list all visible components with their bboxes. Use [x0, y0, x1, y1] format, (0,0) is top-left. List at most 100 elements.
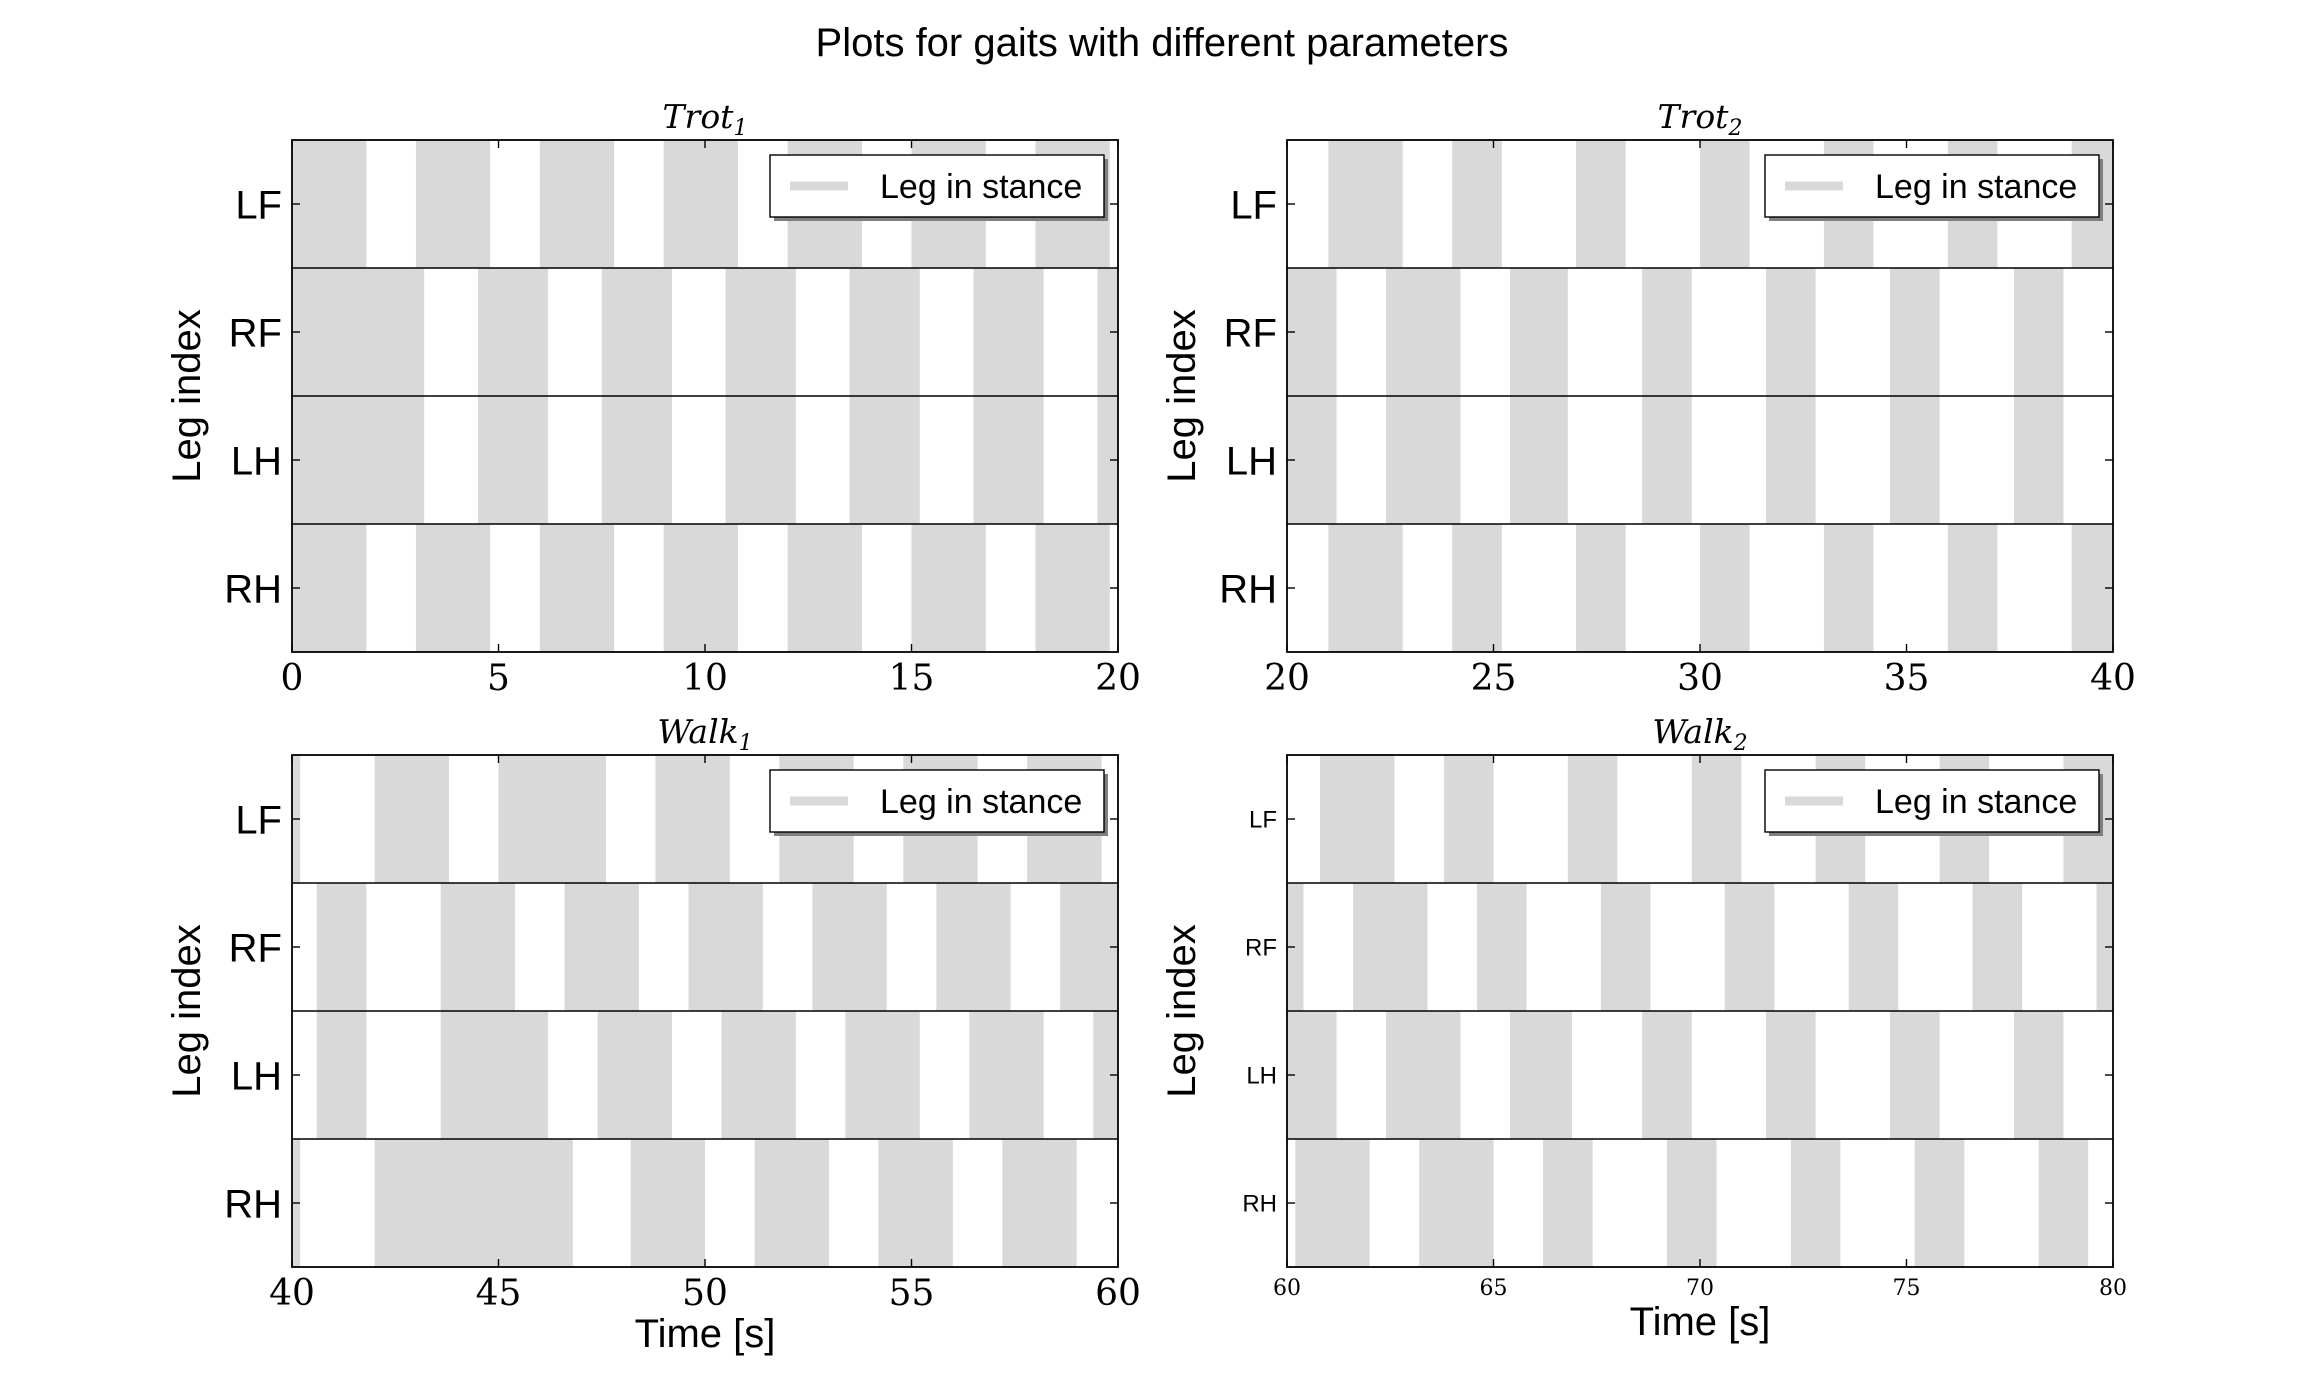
stance-bar	[1790, 1139, 1841, 1267]
stance-bar	[415, 140, 491, 268]
leg-label: RH	[1219, 567, 1277, 611]
stance-bar	[1642, 1011, 1692, 1139]
stance-bar	[1353, 883, 1428, 1011]
stance-bar	[1889, 268, 1940, 396]
stance-bar	[688, 883, 763, 1011]
x-tick-label: 20	[1095, 658, 1141, 699]
x-tick-label: 25	[1471, 658, 1517, 699]
stance-bar	[1476, 883, 1527, 1011]
stance-bar	[1848, 883, 1899, 1011]
stance-bar	[1700, 140, 1750, 268]
legend-label: Leg in stance	[880, 783, 1082, 821]
x-tick-label: 50	[682, 1273, 728, 1314]
stance-bar	[374, 1139, 573, 1267]
stance-bar	[292, 140, 367, 268]
gait-panel: LF RF LH RH 0 5 10 15 20 Trot1 Leg index Leg in sta…	[165, 97, 1141, 699]
legend: Leg in stance	[769, 154, 1108, 221]
stance-bar	[1600, 883, 1651, 1011]
gait-panel: LF RF LH RH 60 65 70 75 80 Walk2 Leg index Time [s]…	[1160, 712, 2127, 1344]
gait-panel: LF RF LH RH 20 25 30 35 40 Trot2 Leg index Leg in s…	[1160, 97, 2136, 699]
leg-label: LH	[231, 1054, 282, 1098]
stance-bar	[1642, 268, 1692, 396]
stance-bar	[1328, 524, 1403, 652]
stance-bar	[1419, 1139, 1494, 1267]
legend: Leg in stance	[1764, 154, 2103, 221]
stance-bar	[1576, 140, 1626, 268]
stance-bar	[754, 1139, 829, 1267]
stance-bar	[845, 1011, 920, 1139]
stance-bar	[1287, 268, 1337, 396]
panel-title-main: Trot	[1658, 97, 1730, 136]
panel-title: Walk2	[1652, 712, 1747, 756]
leg-label: LH	[231, 439, 282, 483]
stance-bar	[415, 524, 491, 652]
panel-title-main: Trot	[663, 97, 735, 136]
leg-label: RH	[224, 567, 282, 611]
x-tick-label: 15	[889, 658, 935, 699]
stance-bar	[601, 268, 672, 396]
stance-bar	[440, 1011, 549, 1139]
stance-bar	[498, 755, 606, 883]
stance-bar	[1002, 1139, 1077, 1267]
leg-label: RF	[229, 311, 282, 355]
stance-bar	[1972, 883, 2023, 1011]
stance-bar	[1766, 396, 1816, 524]
stance-bar	[1097, 268, 1118, 396]
leg-label: RH	[1242, 1191, 1277, 1218]
legend-label: Leg in stance	[1875, 783, 2077, 821]
stance-bar	[849, 396, 920, 524]
panel-title: Trot1	[663, 97, 748, 141]
stance-bar	[292, 268, 425, 396]
stance-bar	[812, 883, 887, 1011]
x-tick-label: 40	[269, 1273, 315, 1314]
panel-title-subscript: 2	[1733, 731, 1748, 756]
stance-bar	[539, 140, 615, 268]
panel-title-subscript: 1	[739, 731, 753, 756]
stance-bar	[973, 396, 1044, 524]
stance-bar	[1567, 755, 1618, 883]
stance-bar	[1320, 755, 1395, 883]
stance-bar	[316, 1011, 367, 1139]
x-tick-label: 60	[1095, 1273, 1141, 1314]
x-axis-label: Time [s]	[635, 1312, 776, 1356]
stance-bar	[630, 1139, 705, 1267]
panel-title-main: Walk	[657, 712, 738, 751]
stance-bar	[440, 883, 516, 1011]
stance-bar	[1510, 1011, 1572, 1139]
stance-bar	[1510, 396, 1568, 524]
leg-label: LH	[1226, 439, 1277, 483]
stance-bar	[2096, 883, 2113, 1011]
panel-title-subscript: 1	[733, 116, 747, 141]
stance-bar	[1691, 755, 1742, 883]
leg-label: RF	[1224, 311, 1277, 355]
x-tick-label: 0	[281, 658, 304, 699]
stance-bar	[1724, 883, 1775, 1011]
stance-bar	[292, 524, 367, 652]
stance-bar	[564, 883, 639, 1011]
stance-bar	[1510, 268, 1568, 396]
stance-bar	[663, 140, 739, 268]
x-tick-label: 65	[1480, 1276, 1508, 1301]
x-tick-label: 10	[682, 658, 728, 699]
stance-bar	[1386, 1011, 1461, 1139]
x-tick-label: 60	[1273, 1276, 1301, 1301]
stance-bar	[655, 755, 730, 883]
stance-bar	[1443, 755, 1494, 883]
stance-bar	[878, 1139, 953, 1267]
stance-bar	[721, 1011, 796, 1139]
y-axis-label: Leg index	[165, 924, 209, 1097]
stance-bar	[1766, 1011, 1816, 1139]
stance-bar	[969, 1011, 1044, 1139]
stance-bar	[936, 883, 1011, 1011]
stance-bar	[2013, 396, 2064, 524]
stance-bar	[1035, 524, 1110, 652]
x-tick-label: 20	[1264, 658, 1310, 699]
stance-bar	[663, 524, 739, 652]
stance-bar	[1576, 524, 1626, 652]
stance-bar	[849, 268, 920, 396]
x-tick-label: 75	[1893, 1276, 1921, 1301]
y-axis-label: Leg index	[1160, 924, 1204, 1097]
stance-bar	[973, 268, 1044, 396]
stance-bar	[725, 268, 796, 396]
stance-bar	[601, 396, 672, 524]
